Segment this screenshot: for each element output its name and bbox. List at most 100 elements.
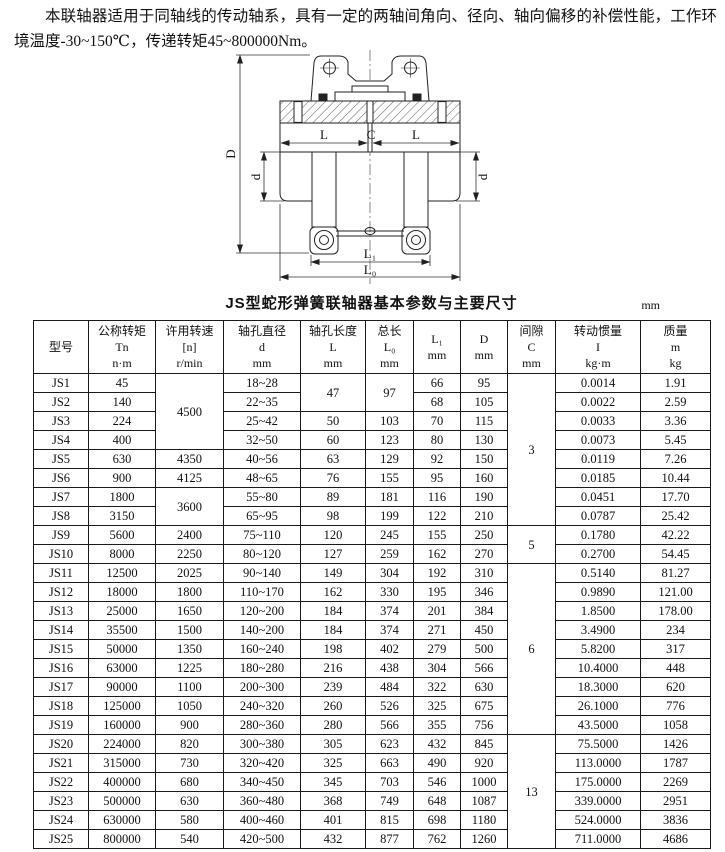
value-cell: 280~360 bbox=[223, 715, 301, 735]
model-cell: JS24 bbox=[33, 810, 89, 830]
column-header: 许用转速 [n] r/min bbox=[155, 320, 224, 374]
value-cell: 2400 bbox=[155, 525, 224, 545]
value-cell: 48~65 bbox=[223, 468, 301, 488]
value-cell: 355 bbox=[413, 715, 461, 735]
value-cell: 776 bbox=[640, 696, 711, 716]
table-row: JS22 400000 680 340~450 345 703 546 1000 175.000… bbox=[33, 772, 711, 792]
value-cell: 184 bbox=[300, 620, 366, 640]
value-cell: 402 bbox=[365, 639, 414, 659]
value-cell: 216 bbox=[300, 658, 366, 678]
foot-bolt-icon bbox=[314, 230, 334, 250]
value-cell: 18000 bbox=[88, 582, 156, 602]
value-cell: 0.0014 bbox=[555, 373, 641, 393]
table-row: JS23 500000 630 360~480 368 749 648 1087 339.000… bbox=[33, 791, 711, 811]
value-cell: 325 bbox=[413, 696, 461, 716]
unit-note: mm bbox=[641, 298, 660, 312]
value-cell: 97 bbox=[365, 373, 414, 412]
value-cell: 3150 bbox=[88, 506, 156, 526]
value-cell: 50000 bbox=[88, 639, 156, 659]
value-cell: 900 bbox=[88, 468, 156, 488]
value-cell: 3.36 bbox=[640, 411, 711, 431]
value-cell: 310 bbox=[460, 563, 508, 583]
value-cell: 3836 bbox=[640, 810, 711, 830]
value-cell: 123 bbox=[365, 430, 414, 450]
value-cell: 162 bbox=[413, 544, 461, 564]
value-cell: 92 bbox=[413, 449, 461, 469]
model-cell: JS25 bbox=[33, 829, 89, 849]
value-cell: 0.0073 bbox=[555, 430, 641, 450]
value-cell: 4686 bbox=[640, 829, 711, 849]
value-cell: 339.0000 bbox=[555, 791, 641, 811]
table-body: JS1 45 4500 18~28 47 97 66 95 3 0.0014 1.91 JS2 140 2… bbox=[33, 373, 711, 849]
value-cell: 90~140 bbox=[223, 563, 301, 583]
value-cell: 317 bbox=[640, 639, 711, 659]
coupling-body bbox=[279, 55, 461, 255]
table-row: JS25 800000 540 420~500 432 877 762 1260 711.000… bbox=[33, 829, 711, 849]
value-cell: 820 bbox=[155, 734, 224, 754]
table-row: JS9 5600 2400 75~110 120 245 155 250 5 0.1780 42.2… bbox=[33, 525, 711, 564]
value-cell: 623 bbox=[365, 734, 414, 754]
value-cell: 70 bbox=[413, 411, 461, 431]
value-cell: 63 bbox=[300, 449, 366, 469]
value-cell: 448 bbox=[640, 658, 711, 678]
column-header: 型号 bbox=[33, 320, 89, 374]
value-cell: 224 bbox=[88, 411, 156, 431]
model-cell: JS14 bbox=[33, 620, 89, 640]
value-cell: 630 bbox=[88, 449, 156, 469]
model-cell: JS8 bbox=[33, 506, 89, 526]
value-cell: 730 bbox=[155, 753, 224, 773]
dim-label-L1: L₁ bbox=[364, 246, 376, 261]
value-cell: 1500 bbox=[155, 620, 224, 640]
value-cell: 305 bbox=[300, 734, 366, 754]
value-cell: 162 bbox=[300, 582, 366, 602]
value-cell: 6 bbox=[507, 563, 556, 735]
model-cell: JS13 bbox=[33, 601, 89, 621]
column-header: L₁ mm bbox=[413, 320, 461, 374]
value-cell: 315000 bbox=[88, 753, 156, 773]
value-cell: 120~200 bbox=[223, 601, 301, 621]
value-cell: 0.9890 bbox=[555, 582, 641, 602]
value-cell: 500 bbox=[460, 639, 508, 659]
value-cell: 103 bbox=[365, 411, 414, 431]
value-cell: 81.27 bbox=[640, 563, 711, 583]
foot-bolt-icon bbox=[406, 230, 426, 250]
value-cell: 175.0000 bbox=[555, 772, 641, 792]
value-cell: 10.44 bbox=[640, 468, 711, 488]
value-cell: 663 bbox=[365, 753, 414, 773]
value-cell: 259 bbox=[365, 544, 414, 564]
value-cell: 121.00 bbox=[640, 582, 711, 602]
value-cell: 420~500 bbox=[223, 829, 301, 849]
coupling-diagram: D d d L C L L₁ L₀ bbox=[224, 50, 490, 284]
model-cell: JS5 bbox=[33, 449, 89, 469]
value-cell: 800000 bbox=[88, 829, 156, 849]
dim-label-D: D bbox=[224, 149, 238, 158]
value-cell: 50 bbox=[300, 411, 366, 431]
value-cell: 110~170 bbox=[223, 582, 301, 602]
value-cell: 45 bbox=[88, 373, 156, 393]
value-cell: 80 bbox=[413, 430, 461, 450]
value-cell: 3 bbox=[507, 373, 556, 526]
value-cell: 120 bbox=[300, 525, 366, 545]
value-cell: 210 bbox=[460, 506, 508, 526]
value-cell: 360~480 bbox=[223, 791, 301, 811]
column-header: 质量 m kg bbox=[640, 320, 711, 374]
value-cell: 438 bbox=[365, 658, 414, 678]
value-cell: 703 bbox=[365, 772, 414, 792]
dim-label-d-right: d bbox=[475, 173, 490, 180]
value-cell: 75~110 bbox=[223, 525, 301, 545]
value-cell: 201 bbox=[413, 601, 461, 621]
value-cell: 484 bbox=[365, 677, 414, 697]
dim-label-L0: L₀ bbox=[364, 262, 376, 277]
value-cell: 35500 bbox=[88, 620, 156, 640]
model-cell: JS6 bbox=[33, 468, 89, 488]
value-cell: 18~28 bbox=[223, 373, 301, 393]
model-cell: JS9 bbox=[33, 525, 89, 545]
value-cell: 401 bbox=[300, 810, 366, 830]
value-cell: 630000 bbox=[88, 810, 156, 830]
value-cell: 279 bbox=[413, 639, 461, 659]
value-cell: 140~200 bbox=[223, 620, 301, 640]
value-cell: 3.4900 bbox=[555, 620, 641, 640]
value-cell: 25000 bbox=[88, 601, 156, 621]
